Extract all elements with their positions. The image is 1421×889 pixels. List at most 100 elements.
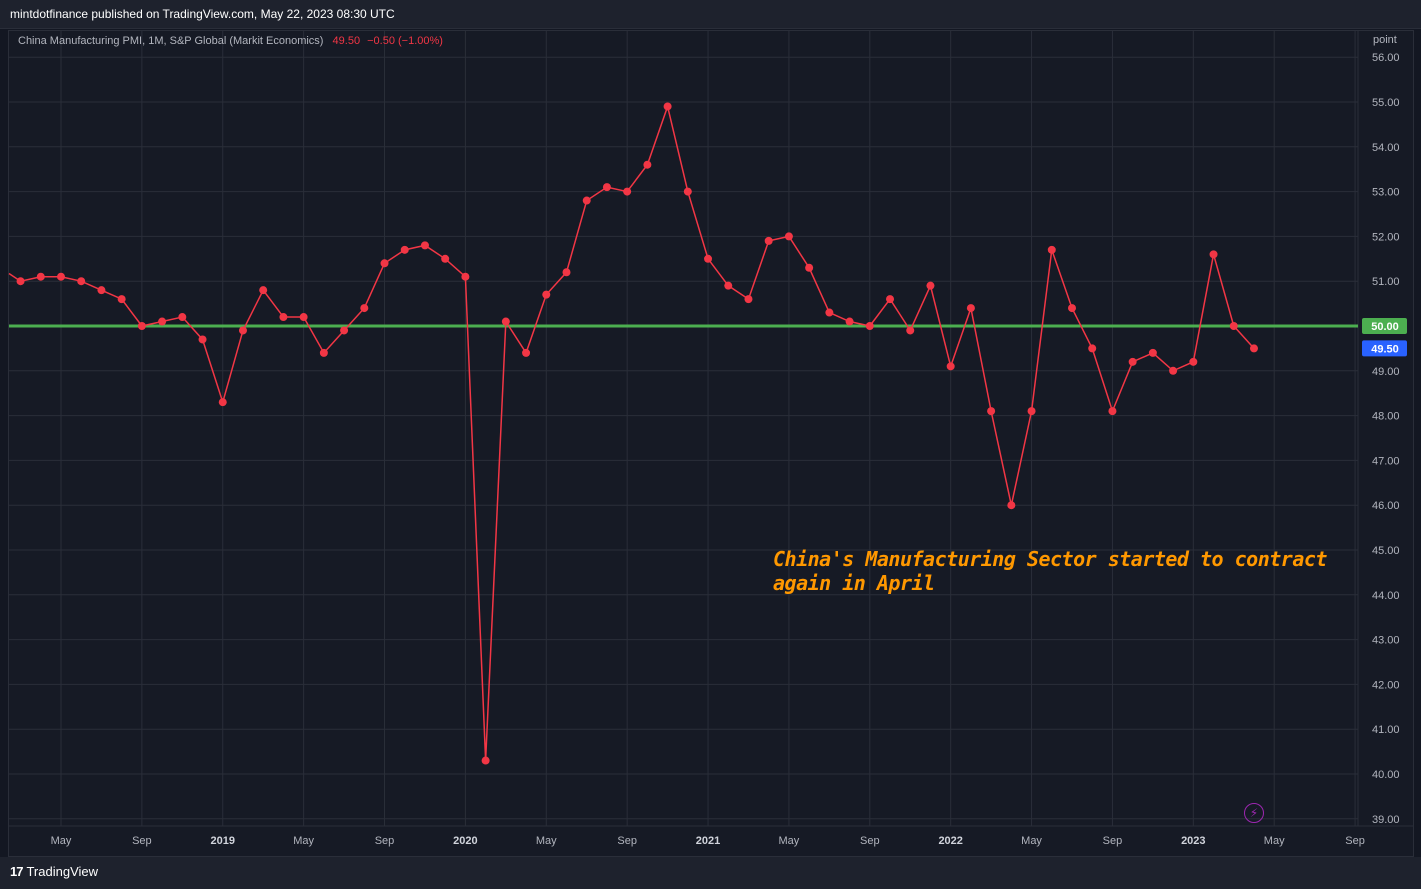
axis-badges: 50.00 49.50: [1362, 318, 1407, 357]
data-point: [987, 407, 996, 416]
data-point: [966, 304, 975, 313]
data-point: [340, 326, 349, 335]
data-point: [461, 272, 470, 281]
x-tick-label: 2020: [453, 835, 477, 847]
data-point: [906, 326, 915, 335]
chart-pane[interactable]: [8, 30, 1414, 857]
data-point: [1068, 304, 1076, 313]
x-tick-label: Sep: [1345, 835, 1365, 847]
last-value-badge: 49.50: [1371, 343, 1399, 355]
data-point: [178, 313, 187, 322]
y-tick-label: 55.00: [1372, 97, 1400, 109]
data-point: [97, 286, 106, 295]
data-point: [865, 322, 874, 330]
data-point: [441, 254, 450, 263]
grid-lines: [9, 31, 1413, 827]
data-point: [784, 232, 793, 241]
series-line: [8, 103, 1255, 761]
y-tick-label: 47.00: [1372, 455, 1400, 467]
y-tick-label: 51.00: [1372, 276, 1400, 288]
axis-unit-label: point: [1373, 34, 1397, 46]
annotation-line-2: again in April: [773, 571, 935, 595]
y-tick-label: 56.00: [1372, 52, 1400, 64]
data-point: [77, 277, 86, 286]
legend-last-value: 49.50: [332, 35, 361, 47]
data-point: [400, 245, 409, 254]
data-point: [845, 317, 854, 326]
data-point: [946, 362, 955, 371]
data-point: [1047, 245, 1056, 254]
x-tick-label: May: [1264, 835, 1285, 847]
top-bar: mintdotfinance published on TradingView.…: [0, 0, 1421, 29]
y-tick-label: 49.00: [1372, 366, 1400, 378]
data-point: [16, 277, 25, 286]
y-tick-label: 53.00: [1372, 187, 1400, 199]
data-point: [137, 322, 146, 330]
data-point: [522, 348, 531, 357]
data-point: [57, 272, 65, 281]
x-tick-label: May: [1021, 835, 1042, 847]
x-tick-label: May: [779, 835, 800, 847]
data-point: [886, 295, 895, 304]
y-tick-label: 42.00: [1372, 679, 1400, 691]
legend-title: China Manufacturing PMI, 1M, S&P Global …: [18, 35, 324, 47]
data-point: [582, 196, 591, 205]
data-point: [805, 263, 814, 272]
data-point: [1189, 357, 1198, 366]
y-tick-label: 43.00: [1372, 635, 1400, 647]
reference-badge: 50.00: [1371, 321, 1399, 333]
x-tick-label: Sep: [375, 835, 395, 847]
y-tick-label: 40.00: [1372, 769, 1400, 781]
data-point: [1027, 407, 1036, 416]
x-tick-label: May: [536, 835, 557, 847]
data-point: [1007, 501, 1016, 510]
series-legend[interactable]: China Manufacturing PMI, 1M, S&P Global …: [18, 35, 443, 47]
x-tick-label: 2023: [1181, 835, 1205, 847]
data-point: [602, 183, 611, 192]
data-point: [825, 308, 834, 317]
data-point: [1249, 344, 1258, 353]
x-tick-label: Sep: [132, 835, 152, 847]
data-point: [380, 259, 389, 268]
data-point: [1108, 407, 1117, 416]
x-tick-label: May: [293, 835, 314, 847]
data-point: [724, 281, 733, 290]
data-point: [319, 348, 328, 357]
data-point: [238, 326, 247, 335]
tradingview-logo[interactable]: 17 TradingView: [10, 864, 98, 879]
x-tick-label: 2019: [211, 835, 235, 847]
data-point: [1229, 322, 1238, 330]
data-point: [360, 304, 369, 313]
data-point: [623, 187, 632, 196]
data-point: [663, 102, 672, 111]
data-point: [1148, 348, 1157, 357]
y-tick-label: 52.00: [1372, 231, 1400, 243]
data-point: [643, 160, 652, 169]
data-point: [420, 241, 429, 250]
footer-bar: [0, 857, 1421, 889]
lightning-icon[interactable]: ⚡: [1244, 803, 1264, 823]
y-tick-label: 39.00: [1372, 814, 1400, 826]
data-point: [562, 268, 571, 277]
data-point: [198, 335, 207, 344]
y-tick-label: 45.00: [1372, 545, 1400, 557]
data-point: [259, 286, 268, 295]
data-point: [218, 398, 227, 407]
x-tick-label: Sep: [617, 835, 637, 847]
time-axis: May Sep 2019 May Sep 2020 May Sep 2021 May Sep 2022…: [51, 835, 1365, 847]
data-point: [158, 317, 167, 326]
data-point: [481, 756, 490, 765]
last-value-badge-bg: [1362, 340, 1407, 357]
x-tick-label: 2022: [938, 835, 962, 847]
y-tick-label: 54.00: [1372, 142, 1400, 154]
reference-badge-bg: [1362, 318, 1407, 334]
data-point: [501, 317, 510, 326]
data-point: [764, 236, 773, 245]
brand-name: TradingView: [26, 864, 99, 879]
data-point: [299, 313, 308, 322]
chart-annotation[interactable]: China's Manufacturing Sector started to …: [773, 547, 1373, 595]
x-tick-label: 2021: [696, 835, 720, 847]
price-axis: 39.00 40.00 41.00 42.00 43.00 44.00 45.00 46.00…: [1372, 52, 1400, 826]
data-point: [279, 313, 288, 322]
